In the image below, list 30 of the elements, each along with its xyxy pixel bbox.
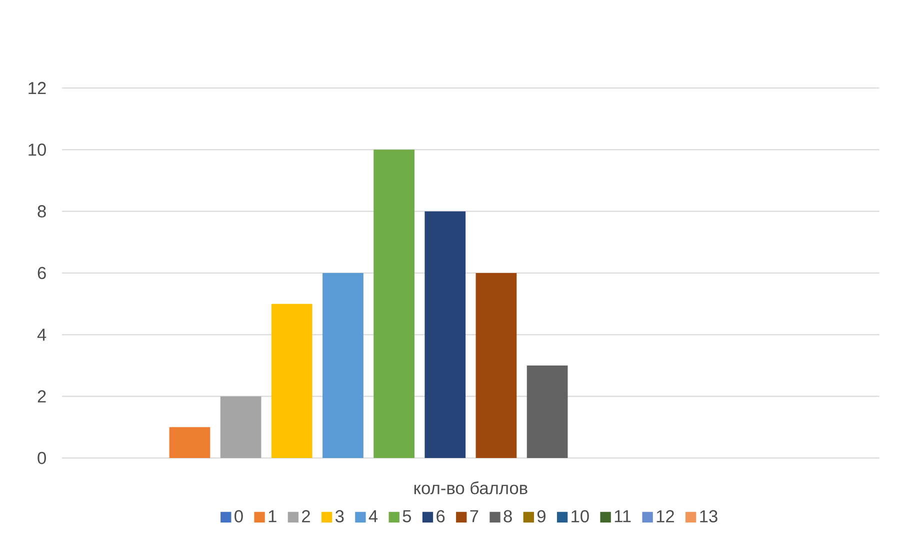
legend-label: 12 xyxy=(656,510,674,522)
y-tick-label: 2 xyxy=(38,390,46,402)
bar xyxy=(476,272,517,458)
legend-label: 4 xyxy=(368,510,378,522)
legend-label: 0 xyxy=(234,510,243,522)
bar xyxy=(374,150,414,458)
legend-label: 10 xyxy=(572,510,589,522)
bar xyxy=(424,211,466,458)
legend-label: 3 xyxy=(335,510,344,522)
legend-label: 5 xyxy=(402,510,411,522)
x-tick-label: кол-во баллов xyxy=(414,481,528,494)
legend-label: 9 xyxy=(537,510,546,522)
bar xyxy=(271,304,312,458)
legend-label: 7 xyxy=(470,510,478,522)
y-tick-label: 6 xyxy=(38,266,46,280)
legend-label: 8 xyxy=(504,510,512,522)
y-tick-label: 8 xyxy=(38,205,46,218)
bar xyxy=(169,427,210,458)
bar xyxy=(526,365,568,458)
legend-label: 6 xyxy=(436,510,445,522)
y-tick-label: 10 xyxy=(28,144,46,156)
bar xyxy=(220,396,262,458)
y-tick-label: 4 xyxy=(37,328,46,341)
legend-label: 11 xyxy=(614,510,631,522)
legend-label: 2 xyxy=(302,510,310,522)
legend-label: 13 xyxy=(700,510,718,522)
bar xyxy=(322,272,364,458)
legend-label: 1 xyxy=(268,510,276,522)
y-tick-label: 12 xyxy=(28,82,46,94)
y-tick-label: 0 xyxy=(38,452,46,464)
